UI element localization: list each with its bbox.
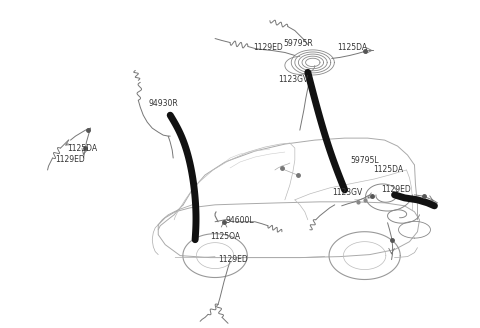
Text: 1125OA: 1125OA: [210, 232, 240, 241]
Text: 1125DA: 1125DA: [68, 144, 97, 153]
Text: 1129ED: 1129ED: [382, 185, 411, 195]
Text: 94600L: 94600L: [225, 216, 253, 225]
Text: 59795R: 59795R: [283, 39, 312, 48]
Text: 1129ED: 1129ED: [56, 154, 85, 164]
Text: 1129ED: 1129ED: [253, 43, 283, 52]
Text: 1123GV: 1123GV: [278, 75, 308, 84]
Text: 94930R: 94930R: [148, 99, 178, 108]
Text: 1129ED: 1129ED: [218, 255, 248, 264]
Text: 1123GV: 1123GV: [332, 188, 362, 197]
Text: 1125DA: 1125DA: [373, 165, 404, 174]
Text: 59795L: 59795L: [351, 155, 379, 165]
Text: 1125DA: 1125DA: [336, 43, 367, 52]
